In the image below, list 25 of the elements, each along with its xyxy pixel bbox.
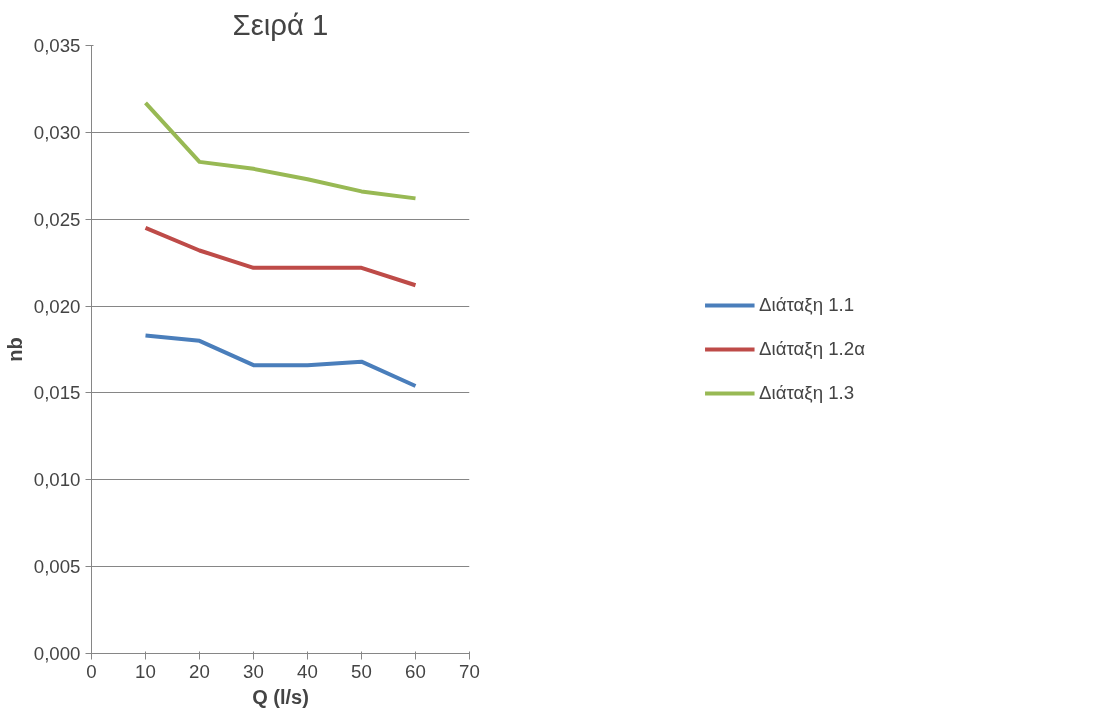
x-tick-label: 10 [135,660,156,682]
y-tick-label: 0,000 [33,643,81,664]
x-tick-label: 0 [86,660,97,682]
legend-label: Διάταξη 1.3 [759,382,855,404]
y-tick-label: 0,005 [33,556,81,578]
legend-label: Διάταξη 1.1 [759,294,855,316]
x-tick-label: 60 [405,660,426,682]
x-tick-label: 50 [351,660,372,682]
y-tick-label: 0,025 [33,208,81,230]
y-tick-label: 0,030 [33,121,81,143]
x-tick-label: 20 [189,660,210,682]
y-tick-label: 0,020 [33,295,81,317]
line-series [143,333,418,388]
y-axis-title: nb [3,337,26,362]
x-tick-label: 70 [459,660,480,682]
y-tick-label: 0,015 [33,382,81,404]
x-axis-title: Q (l/s) [252,685,309,708]
y-tick-label: 0,010 [33,469,81,491]
line-series [143,225,418,288]
y-tick-label: 0,035 [33,35,81,56]
chart-title: Σειρά 1 [232,7,329,41]
legend-label: Διάταξη 1.2α [759,338,865,360]
line-series [143,100,418,201]
x-tick-label: 30 [243,660,264,682]
x-tick-label: 40 [297,660,318,682]
